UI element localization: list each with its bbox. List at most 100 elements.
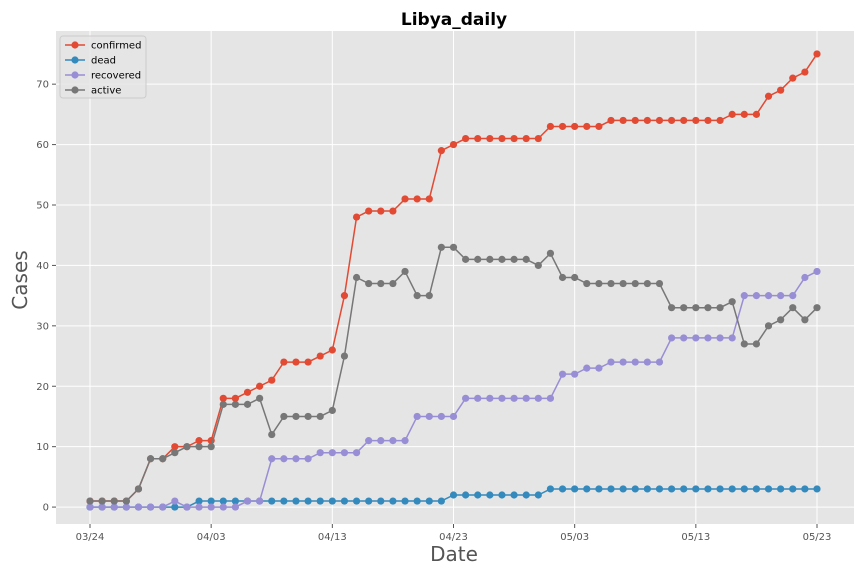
data-point-active [692,304,700,312]
data-point-active [510,255,518,263]
data-point-confirmed [704,116,712,125]
data-point-active [668,304,676,312]
data-point-confirmed [328,346,336,354]
data-point-confirmed [655,116,664,125]
x-tick-label: 04/03 [197,532,226,543]
data-point-dead [631,485,639,493]
data-point-confirmed [583,122,591,131]
y-tick-label: 70 [36,80,49,91]
data-point-dead [558,485,567,493]
data-point-recovered [740,292,748,300]
data-point-recovered [122,503,130,511]
legend: confirmed dead recovered active [59,35,147,99]
data-point-confirmed [195,437,203,445]
data-point-dead [668,485,676,493]
data-point-active [619,279,627,288]
legend-swatch-marker [71,71,79,79]
data-point-dead [655,485,664,493]
data-point-dead [813,485,821,493]
data-point-dead [268,497,276,505]
data-point-recovered [631,358,639,366]
data-point-dead [680,485,688,493]
data-point-dead [389,497,397,505]
data-point-active [789,304,797,312]
data-point-recovered [595,364,603,372]
data-point-active [498,255,506,263]
data-point-dead [377,497,385,505]
data-point-dead [292,497,300,505]
data-point-dead [595,485,603,493]
data-point-active [425,292,433,300]
data-point-recovered [728,334,736,342]
data-point-recovered [146,503,155,511]
data-point-confirmed [280,358,288,366]
data-point-recovered [558,370,567,378]
legend-item-active: active [65,86,121,97]
data-point-recovered [256,497,264,505]
y-tick-label: 20 [36,382,49,393]
data-point-dead [207,497,215,505]
data-point-confirmed [316,352,324,360]
x-tick-label: 03/24 [76,532,105,543]
x-tick-label: 05/03 [560,532,589,543]
data-point-confirmed [801,68,809,76]
data-point-recovered [352,449,361,457]
data-point-active [522,255,530,263]
data-point-recovered [680,334,688,342]
data-point-active [219,400,227,408]
legend-box [59,35,147,99]
data-point-confirmed [571,122,579,131]
data-point-recovered [777,292,785,300]
y-tick-label: 50 [36,201,49,212]
legend-label: confirmed [91,41,141,52]
data-point-dead [171,503,179,511]
data-point-active [292,412,300,421]
data-point-active [171,449,179,457]
legend-item-confirmed: confirmed [65,41,141,52]
data-point-recovered [546,394,555,402]
data-point-dead [740,485,748,493]
data-point-confirmed [680,116,688,125]
data-point-active [716,304,724,312]
data-point-dead [195,497,203,505]
data-point-dead [607,485,615,493]
data-point-recovered [510,394,518,402]
data-point-dead [583,485,591,493]
data-point-confirmed [692,116,700,125]
data-point-active [352,273,361,282]
y-tick-label: 0 [43,503,49,514]
data-point-active [159,455,167,463]
data-point-recovered [134,503,143,511]
legend-swatch-marker [71,41,79,49]
data-point-active [704,304,712,312]
x-tick-label: 05/13 [681,532,710,543]
data-point-recovered [801,273,809,282]
data-point-active [595,279,603,288]
data-point-recovered [243,497,252,505]
data-point-recovered [692,334,700,342]
y-tick-label: 60 [36,140,49,151]
data-point-confirmed [171,443,179,451]
grid-lines [56,31,854,524]
data-point-confirmed [752,110,761,118]
data-point-recovered [643,358,651,366]
data-point-dead [352,497,361,505]
data-point-active [680,304,688,312]
data-point-confirmed [304,358,312,366]
data-point-recovered [789,292,797,300]
data-point-recovered [752,292,761,300]
data-point-confirmed [352,213,361,221]
data-point-active [328,406,336,415]
data-point-dead [704,485,712,493]
data-point-recovered [280,455,288,463]
data-point-confirmed [716,116,724,125]
data-point-recovered [449,412,458,421]
x-tick-label: 04/23 [439,532,468,543]
data-point-recovered [195,503,203,511]
data-point-active [389,279,397,288]
data-point-active [546,249,555,257]
data-point-active [777,316,785,324]
data-point-dead [486,491,494,499]
data-point-confirmed [231,394,239,402]
